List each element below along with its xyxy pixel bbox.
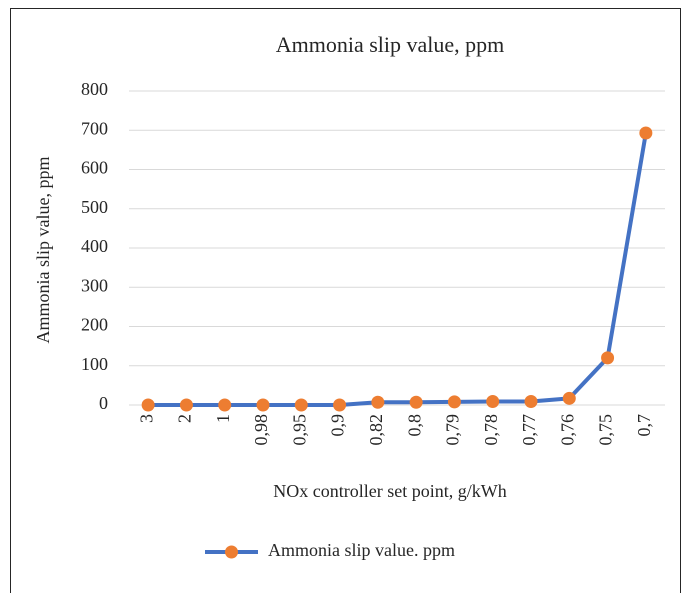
y-tick-label: 100 <box>81 354 108 374</box>
legend-marker <box>225 545 238 559</box>
x-tick-label: 0,98 <box>251 414 271 446</box>
data-point <box>333 398 347 412</box>
data-point <box>371 395 385 409</box>
data-point <box>639 126 653 140</box>
x-tick-label: 0,8 <box>404 414 424 437</box>
data-point <box>218 398 232 412</box>
y-tick-label: 400 <box>81 236 108 256</box>
y-tick-label: 600 <box>81 158 108 178</box>
x-tick-label: 0,7 <box>634 414 654 437</box>
data-point <box>447 395 461 409</box>
x-tick-label: 3 <box>136 414 156 423</box>
chart-border <box>10 8 681 593</box>
legend-label: Ammonia slip value. ppm <box>268 540 455 560</box>
data-point <box>256 398 270 412</box>
y-tick-label: 500 <box>81 197 108 217</box>
x-tick-label: 0,76 <box>557 414 577 446</box>
y-tick-label: 0 <box>99 393 108 413</box>
data-point <box>486 394 500 408</box>
x-tick-label: 2 <box>175 414 195 423</box>
x-tick-label: 1 <box>213 414 233 423</box>
data-point <box>601 351 615 365</box>
data-point <box>409 395 423 409</box>
chart-title: Ammonia slip value, ppm <box>276 32 505 57</box>
x-tick-label: 0,82 <box>366 414 386 446</box>
y-axis-label: Ammonia slip value, ppm <box>33 157 53 344</box>
data-point <box>524 394 538 408</box>
y-tick-label: 800 <box>81 79 108 99</box>
x-tick-label: 0,95 <box>289 414 309 446</box>
y-tick-label: 700 <box>81 118 108 138</box>
data-point <box>294 398 308 412</box>
x-axis-label: NOx controller set point, g/kWh <box>273 481 506 501</box>
data-point <box>141 398 155 412</box>
data-point <box>562 391 576 405</box>
x-tick-label: 0,9 <box>328 414 348 437</box>
x-tick-label: 0,78 <box>481 414 501 446</box>
x-tick-label: 0,75 <box>596 414 616 446</box>
x-tick-label: 0,77 <box>519 414 539 446</box>
data-point <box>179 398 193 412</box>
y-tick-label: 300 <box>81 275 108 295</box>
y-tick-label: 200 <box>81 315 108 335</box>
x-tick-label: 0,79 <box>443 414 463 446</box>
